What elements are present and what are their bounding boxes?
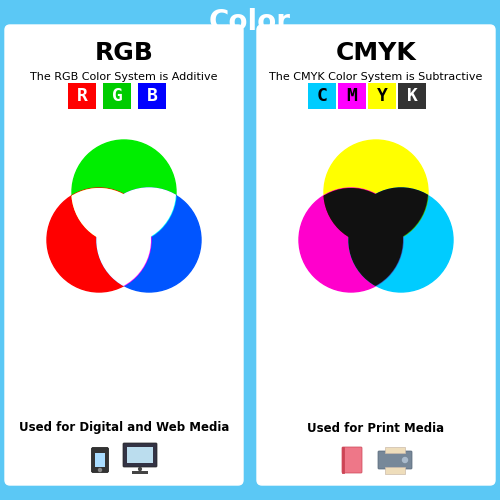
FancyBboxPatch shape (103, 83, 131, 109)
Circle shape (97, 188, 201, 292)
FancyBboxPatch shape (68, 83, 96, 109)
Text: C: C (316, 87, 328, 105)
Text: R: R (76, 87, 88, 105)
Circle shape (72, 140, 176, 244)
Circle shape (72, 140, 176, 244)
FancyBboxPatch shape (5, 25, 243, 485)
Circle shape (324, 140, 428, 244)
FancyBboxPatch shape (138, 83, 166, 109)
Circle shape (47, 188, 151, 292)
FancyBboxPatch shape (127, 447, 153, 463)
FancyBboxPatch shape (123, 443, 157, 467)
Text: CMYK: CMYK (336, 41, 416, 65)
Text: G: G (112, 87, 122, 105)
Circle shape (72, 140, 176, 244)
FancyBboxPatch shape (338, 83, 366, 109)
Circle shape (324, 140, 428, 244)
Text: RGB: RGB (94, 41, 154, 65)
Text: Used for Digital and Web Media: Used for Digital and Web Media (19, 422, 229, 434)
Circle shape (324, 140, 428, 244)
Text: Color: Color (209, 8, 291, 36)
FancyBboxPatch shape (308, 83, 336, 109)
Text: The CMYK Color System is Subtractive: The CMYK Color System is Subtractive (270, 72, 482, 82)
FancyBboxPatch shape (385, 447, 405, 453)
Circle shape (349, 188, 453, 292)
Circle shape (324, 140, 428, 244)
Circle shape (97, 188, 201, 292)
Circle shape (299, 188, 403, 292)
FancyBboxPatch shape (132, 471, 148, 474)
Circle shape (349, 188, 453, 292)
FancyBboxPatch shape (378, 451, 412, 469)
Text: The RGB Color System is Additive: The RGB Color System is Additive (30, 72, 218, 82)
Circle shape (97, 188, 201, 292)
Text: K: K (406, 87, 418, 105)
Circle shape (47, 188, 151, 292)
FancyBboxPatch shape (342, 447, 362, 473)
FancyBboxPatch shape (368, 83, 396, 109)
FancyBboxPatch shape (398, 83, 426, 109)
Text: M: M (346, 87, 358, 105)
Circle shape (72, 140, 176, 244)
FancyBboxPatch shape (95, 453, 105, 467)
Text: Y: Y (376, 87, 388, 105)
Circle shape (349, 188, 453, 292)
FancyBboxPatch shape (257, 25, 495, 485)
Circle shape (98, 468, 102, 471)
FancyBboxPatch shape (385, 467, 405, 474)
Text: Used for Print Media: Used for Print Media (308, 422, 444, 434)
Circle shape (402, 458, 407, 462)
Text: B: B (146, 87, 158, 105)
Circle shape (299, 188, 403, 292)
FancyBboxPatch shape (92, 448, 108, 472)
